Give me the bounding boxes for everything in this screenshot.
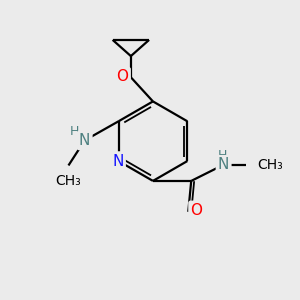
Text: N: N: [112, 154, 124, 169]
Text: H: H: [218, 148, 227, 161]
Text: N: N: [218, 157, 229, 172]
Text: O: O: [117, 69, 129, 84]
Text: H: H: [70, 124, 79, 137]
Text: N: N: [79, 133, 90, 148]
Text: CH₃: CH₃: [257, 158, 283, 172]
Text: CH₃: CH₃: [56, 174, 81, 188]
Text: O: O: [190, 203, 202, 218]
